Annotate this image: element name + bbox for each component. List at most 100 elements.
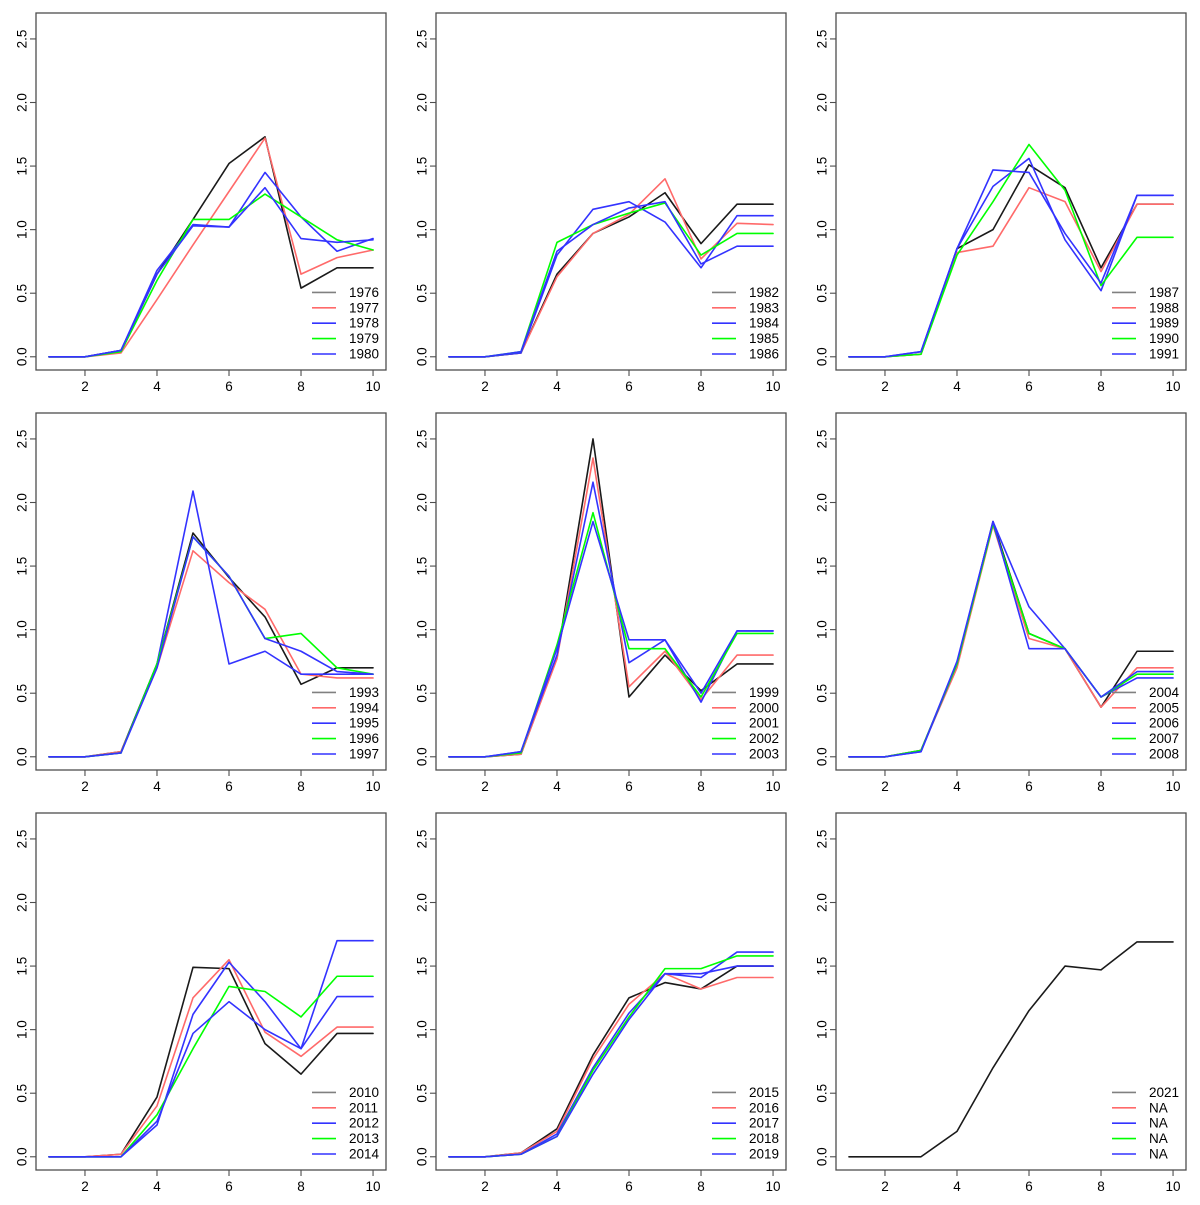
svg-text:6: 6: [225, 379, 233, 394]
svg-text:1.0: 1.0: [15, 1020, 30, 1039]
svg-text:2.0: 2.0: [15, 493, 30, 512]
svg-text:1.0: 1.0: [815, 1020, 830, 1039]
svg-text:1.5: 1.5: [815, 557, 830, 576]
svg-text:4: 4: [553, 379, 561, 394]
svg-text:2.5: 2.5: [815, 30, 830, 49]
svg-text:1.5: 1.5: [815, 157, 830, 176]
svg-text:1.0: 1.0: [815, 620, 830, 639]
svg-text:2: 2: [81, 379, 89, 394]
svg-text:2.0: 2.0: [15, 93, 30, 112]
svg-text:2: 2: [481, 779, 489, 794]
svg-text:NA: NA: [1149, 1116, 1168, 1131]
svg-text:10: 10: [766, 379, 781, 394]
svg-text:1982: 1982: [749, 285, 779, 300]
svg-text:2014: 2014: [349, 1147, 380, 1162]
svg-text:1989: 1989: [1149, 316, 1179, 331]
svg-text:1.0: 1.0: [15, 620, 30, 639]
svg-text:8: 8: [697, 1179, 705, 1194]
svg-text:1990: 1990: [1149, 331, 1179, 346]
svg-text:1988: 1988: [1149, 300, 1179, 315]
svg-text:0.0: 0.0: [415, 347, 430, 366]
svg-text:2013: 2013: [349, 1131, 379, 1146]
svg-text:1978: 1978: [349, 316, 379, 331]
svg-text:1997: 1997: [349, 747, 379, 762]
svg-text:1.0: 1.0: [415, 220, 430, 239]
svg-text:10: 10: [1166, 379, 1181, 394]
svg-text:2001: 2001: [749, 716, 779, 731]
svg-text:1994: 1994: [349, 700, 380, 715]
svg-text:10: 10: [1166, 779, 1181, 794]
svg-text:2011: 2011: [349, 1100, 378, 1115]
svg-text:2.5: 2.5: [15, 30, 30, 49]
svg-text:2: 2: [81, 1179, 89, 1194]
svg-text:6: 6: [625, 1179, 633, 1194]
svg-text:6: 6: [625, 379, 633, 394]
svg-text:8: 8: [1097, 1179, 1105, 1194]
svg-text:8: 8: [297, 1179, 305, 1194]
svg-text:1980: 1980: [349, 347, 379, 362]
svg-text:2003: 2003: [749, 747, 779, 762]
svg-text:0.0: 0.0: [415, 747, 430, 766]
svg-text:1979: 1979: [349, 331, 379, 346]
svg-text:2.0: 2.0: [815, 893, 830, 912]
svg-text:1991: 1991: [1149, 347, 1179, 362]
svg-text:1987: 1987: [1149, 285, 1179, 300]
svg-text:4: 4: [553, 779, 561, 794]
svg-text:2004: 2004: [1149, 685, 1180, 700]
svg-text:2: 2: [881, 379, 889, 394]
svg-text:NA: NA: [1149, 1147, 1168, 1162]
svg-text:0.5: 0.5: [415, 684, 430, 703]
svg-text:1.0: 1.0: [15, 220, 30, 239]
svg-text:2006: 2006: [1149, 716, 1179, 731]
svg-text:2: 2: [481, 379, 489, 394]
svg-text:2017: 2017: [749, 1116, 779, 1131]
svg-text:0.5: 0.5: [815, 1084, 830, 1103]
svg-text:2.0: 2.0: [415, 893, 430, 912]
svg-text:2.0: 2.0: [415, 93, 430, 112]
svg-text:2005: 2005: [1149, 700, 1179, 715]
svg-text:0.5: 0.5: [15, 284, 30, 303]
svg-text:10: 10: [766, 1179, 781, 1194]
svg-text:8: 8: [297, 779, 305, 794]
svg-text:1.5: 1.5: [415, 957, 430, 976]
svg-text:4: 4: [953, 779, 961, 794]
svg-text:8: 8: [1097, 779, 1105, 794]
svg-text:0.0: 0.0: [815, 747, 830, 766]
svg-text:1.5: 1.5: [15, 157, 30, 176]
svg-text:2019: 2019: [749, 1147, 779, 1162]
svg-text:NA: NA: [1149, 1131, 1168, 1146]
svg-text:8: 8: [697, 379, 705, 394]
svg-text:2.5: 2.5: [15, 430, 30, 449]
svg-text:2015: 2015: [749, 1085, 779, 1100]
svg-text:2.0: 2.0: [815, 493, 830, 512]
svg-text:10: 10: [366, 1179, 381, 1194]
svg-text:1999: 1999: [749, 685, 779, 700]
svg-text:0.5: 0.5: [15, 1084, 30, 1103]
svg-text:2002: 2002: [749, 731, 779, 746]
svg-text:0.5: 0.5: [815, 284, 830, 303]
svg-text:1983: 1983: [749, 300, 779, 315]
svg-text:2000: 2000: [749, 700, 779, 715]
svg-text:2021: 2021: [1149, 1085, 1179, 1100]
svg-text:1.5: 1.5: [415, 157, 430, 176]
svg-text:0.0: 0.0: [15, 1147, 30, 1166]
svg-text:0.0: 0.0: [815, 1147, 830, 1166]
svg-text:6: 6: [225, 779, 233, 794]
svg-text:6: 6: [225, 1179, 233, 1194]
svg-text:2.5: 2.5: [415, 30, 430, 49]
svg-text:10: 10: [1166, 1179, 1181, 1194]
svg-text:10: 10: [766, 779, 781, 794]
svg-text:4: 4: [953, 379, 961, 394]
svg-text:6: 6: [625, 779, 633, 794]
svg-text:1976: 1976: [349, 285, 379, 300]
svg-text:1.5: 1.5: [415, 557, 430, 576]
svg-text:2.5: 2.5: [415, 430, 430, 449]
svg-text:4: 4: [153, 379, 161, 394]
svg-text:2.5: 2.5: [415, 830, 430, 849]
svg-text:8: 8: [297, 379, 305, 394]
svg-text:0.5: 0.5: [415, 1084, 430, 1103]
svg-text:0.0: 0.0: [15, 747, 30, 766]
svg-text:1977: 1977: [349, 300, 379, 315]
svg-text:0.5: 0.5: [15, 684, 30, 703]
svg-text:6: 6: [1025, 379, 1033, 394]
